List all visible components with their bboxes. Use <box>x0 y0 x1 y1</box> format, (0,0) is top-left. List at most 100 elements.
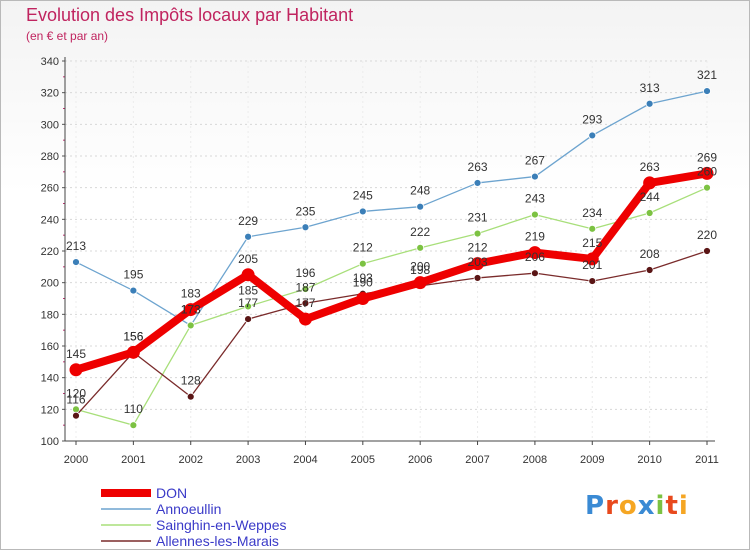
series-line-don <box>72 169 711 374</box>
data-point-sainghin-en-weppes <box>186 321 195 330</box>
data-label-annoeullin: 321 <box>697 68 717 82</box>
logo-letter: r <box>605 491 619 521</box>
data-point-don <box>69 363 83 377</box>
data-label-allennes-les-marais: 206 <box>525 250 545 264</box>
x-tick-label: 2000 <box>64 454 88 466</box>
data-point-allennes-les-marais <box>72 411 80 420</box>
y-tick-label: 320 <box>41 88 59 100</box>
data-point-sainghin-en-weppes <box>645 209 654 217</box>
logo-letter: i <box>678 491 689 521</box>
data-label-annoeullin: 293 <box>582 112 602 126</box>
data-label-sainghin-en-weppes: 110 <box>124 402 143 416</box>
data-point-don <box>184 303 198 317</box>
data-label-allennes-les-marais: 116 <box>66 393 85 407</box>
data-label-don: 156 <box>123 329 143 343</box>
data-label-don: 263 <box>640 160 660 174</box>
data-point-annoeullin <box>129 286 138 295</box>
x-tick-label: 2001 <box>121 454 145 466</box>
data-point-don <box>528 246 542 260</box>
legend-label-don: DON <box>156 485 187 501</box>
y-tick-label: 200 <box>41 278 59 290</box>
x-tick-label: 2002 <box>178 454 202 466</box>
data-point-allennes-les-marais <box>703 247 711 255</box>
data-label-don: 215 <box>582 236 602 250</box>
x-tick-label: 2010 <box>637 454 661 466</box>
data-point-don <box>643 176 657 190</box>
data-point-sainghin-en-weppes <box>531 210 539 219</box>
data-point-annoeullin <box>588 131 597 140</box>
y-tick-label: 100 <box>41 436 59 448</box>
data-point-allennes-les-marais <box>186 392 195 401</box>
data-point-don <box>585 252 599 266</box>
data-label-allennes-les-marais: 203 <box>468 255 488 269</box>
data-label-allennes-les-marais: 198 <box>410 263 430 277</box>
data-label-don: 183 <box>181 287 201 301</box>
data-point-annoeullin <box>473 179 482 187</box>
data-label-sainghin-en-weppes: 234 <box>582 206 602 220</box>
data-label-annoeullin: 313 <box>640 81 660 95</box>
data-label-allennes-les-marais: 128 <box>181 374 201 388</box>
data-label-annoeullin: 267 <box>525 154 545 168</box>
data-label-don: 200 <box>410 260 430 274</box>
data-point-annoeullin <box>416 202 425 211</box>
y-tick-label: 260 <box>41 183 59 195</box>
data-point-sainghin-en-weppes <box>473 229 482 238</box>
data-point-annoeullin <box>301 223 310 232</box>
data-label-sainghin-en-weppes: 212 <box>353 241 373 255</box>
proxiti-logo: Proxiti <box>585 491 689 521</box>
data-point-don <box>356 292 370 305</box>
data-point-annoeullin <box>72 258 80 266</box>
y-tick-label: 180 <box>41 309 59 321</box>
chart-subtitle: (en € et par an) <box>26 29 109 43</box>
data-label-allennes-les-marais: 177 <box>238 296 258 310</box>
data-label-sainghin-en-weppes: 222 <box>410 225 430 239</box>
data-label-annoeullin: 245 <box>353 188 373 202</box>
x-tick-label: 2009 <box>580 454 604 466</box>
data-label-allennes-les-marais: 208 <box>640 247 660 261</box>
data-label-sainghin-en-weppes: 196 <box>295 266 315 280</box>
data-point-annoeullin <box>358 207 367 216</box>
data-label-annoeullin: 248 <box>410 184 430 198</box>
data-label-don: 212 <box>468 241 488 255</box>
data-label-allennes-les-marais: 156 <box>123 329 143 343</box>
logo-letter: x <box>637 491 656 521</box>
data-label-don: 145 <box>66 347 86 361</box>
data-label-allennes-les-marais: 201 <box>582 258 602 272</box>
data-point-annoeullin <box>703 87 711 95</box>
legend-label-allennes-les-marais: Allennes-les-Marais <box>156 533 279 549</box>
y-tick-label: 240 <box>41 214 59 226</box>
data-label-don: 269 <box>697 150 717 164</box>
data-point-sainghin-en-weppes <box>358 259 367 268</box>
data-label-don: 219 <box>525 230 545 244</box>
data-point-don <box>471 257 485 271</box>
data-point-allennes-les-marais <box>473 274 482 282</box>
x-tick-label: 2007 <box>465 454 489 466</box>
y-tick-label: 220 <box>41 246 59 258</box>
x-tick-label: 2005 <box>351 454 375 466</box>
data-point-allennes-les-marais <box>531 269 539 278</box>
data-point-allennes-les-marais <box>645 266 654 274</box>
data-point-sainghin-en-weppes <box>244 302 252 311</box>
logo-letter: o <box>618 491 638 521</box>
y-tick-label: 140 <box>41 373 59 385</box>
data-label-annoeullin: 263 <box>468 160 488 174</box>
x-tick-label: 2003 <box>236 454 260 466</box>
data-point-sainghin-en-weppes <box>588 224 597 233</box>
data-point-sainghin-en-weppes <box>301 285 310 293</box>
x-tick-label: 2004 <box>293 454 317 466</box>
data-point-sainghin-en-weppes <box>416 243 425 252</box>
data-point-don <box>241 268 255 282</box>
data-point-sainghin-en-weppes <box>129 421 138 430</box>
data-label-allennes-les-marais: 187 <box>295 280 315 294</box>
data-point-don <box>298 312 312 326</box>
data-point-allennes-les-marais <box>588 277 597 285</box>
data-label-annoeullin: 235 <box>295 204 315 218</box>
data-label-sainghin-en-weppes: 231 <box>468 211 488 225</box>
y-tick-label: 340 <box>41 56 59 68</box>
data-label-sainghin-en-weppes: 260 <box>697 165 717 179</box>
series-line-sainghin-en-weppes <box>75 187 708 426</box>
y-tick-label: 160 <box>41 341 59 353</box>
data-label-annoeullin: 229 <box>238 214 258 228</box>
data-label-sainghin-en-weppes: 173 <box>181 302 201 316</box>
